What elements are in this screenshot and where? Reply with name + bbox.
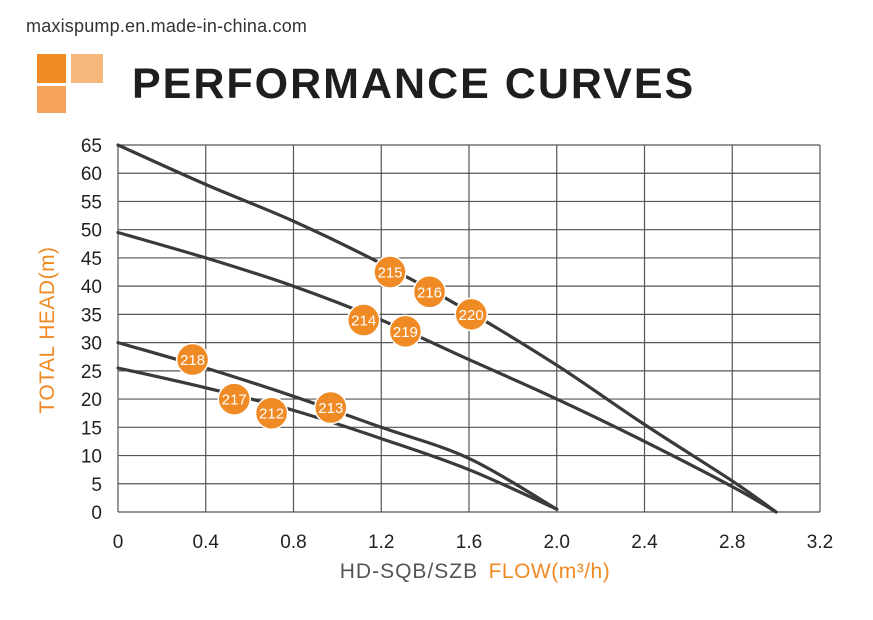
x-tick-label: 0.4 [193, 532, 220, 553]
marker-circle [254, 396, 289, 430]
model-marker-212: 212 [254, 396, 289, 430]
x-tick-label: 3.2 [807, 532, 833, 553]
y-tick-label: 35 [81, 305, 102, 326]
model-marker-213: 213 [314, 390, 348, 425]
x-tick-label: 1.6 [456, 532, 482, 553]
logo-square-3 [37, 86, 66, 113]
marker-circle [175, 342, 210, 377]
marker-circle [373, 255, 407, 289]
x-tick-label: 2.0 [544, 532, 570, 553]
model-marker-214: 214 [346, 303, 381, 337]
series-line-curve-d [116, 366, 559, 511]
marker-label: 214 [351, 313, 376, 330]
x-axis-model-label: HD-SQB/SZB [340, 560, 478, 583]
x-tick-label: 0.8 [280, 532, 306, 553]
model-marker-215: 215 [373, 255, 407, 289]
marker-label: 219 [393, 324, 418, 341]
marker-layer: 215 216 220 214 219 218 217 212 213 [175, 255, 488, 430]
y-tick-label: 30 [81, 334, 102, 355]
y-tick-label: 65 [81, 136, 102, 157]
marker-label: 215 [378, 265, 403, 282]
grid-layer [117, 144, 821, 513]
marker-circle [454, 297, 488, 332]
marker-circle [412, 275, 447, 309]
y-tick-label: 45 [81, 249, 102, 270]
marker-circle [388, 314, 423, 349]
marker-label: 217 [222, 392, 247, 409]
y-tick-label: 55 [81, 192, 102, 213]
series-line-curve-b [116, 230, 778, 514]
y-tick-label: 40 [81, 277, 102, 298]
page-title: PERFORMANCE CURVES [132, 60, 696, 108]
x-axis-title: HD-SQB/SZB FLOW(m³/h) [340, 560, 610, 583]
marker-label: 220 [459, 307, 484, 324]
y-tick-label: 0 [91, 503, 102, 524]
x-tick-label: 2.4 [631, 532, 658, 553]
x-tick-label: 1.2 [368, 532, 394, 553]
x-axis-flow-label: FLOW(m³/h) [489, 560, 611, 583]
marker-circle [314, 390, 348, 425]
y-tick-label: 25 [81, 362, 102, 383]
model-marker-216: 216 [412, 275, 447, 309]
marker-label: 216 [417, 284, 442, 301]
y-axis-title: TOTAL HEAD(m) [36, 246, 59, 413]
y-tick-label: 20 [81, 390, 102, 411]
watermark-url: maxispump.en.made-in-china.com [26, 16, 308, 36]
y-tick-label: 5 [91, 475, 102, 496]
model-marker-219: 219 [388, 314, 423, 349]
marker-circle [346, 303, 381, 337]
y-tick-label: 15 [81, 418, 102, 439]
marker-circle [217, 382, 252, 416]
model-marker-217: 217 [217, 382, 252, 416]
y-tick-label: 60 [81, 164, 102, 185]
y-tick-label: 10 [81, 447, 102, 468]
curve-layer [116, 143, 778, 514]
model-marker-220: 220 [454, 297, 488, 332]
marker-label: 212 [259, 406, 284, 423]
x-tick-label: 2.8 [719, 532, 745, 553]
model-marker-218: 218 [175, 342, 210, 377]
logo-square-1 [37, 54, 66, 83]
tick-layer: 0 5 10 15 20 25 30 35 40 45 50 55 60 65 0 0.4 0.8 1.2 1.6 2… [81, 136, 833, 553]
x-tick-label: 0 [113, 532, 124, 553]
y-tick-label: 50 [81, 221, 102, 242]
marker-label: 218 [180, 352, 205, 369]
marker-label: 213 [318, 400, 343, 417]
logo-square-2 [71, 54, 103, 83]
